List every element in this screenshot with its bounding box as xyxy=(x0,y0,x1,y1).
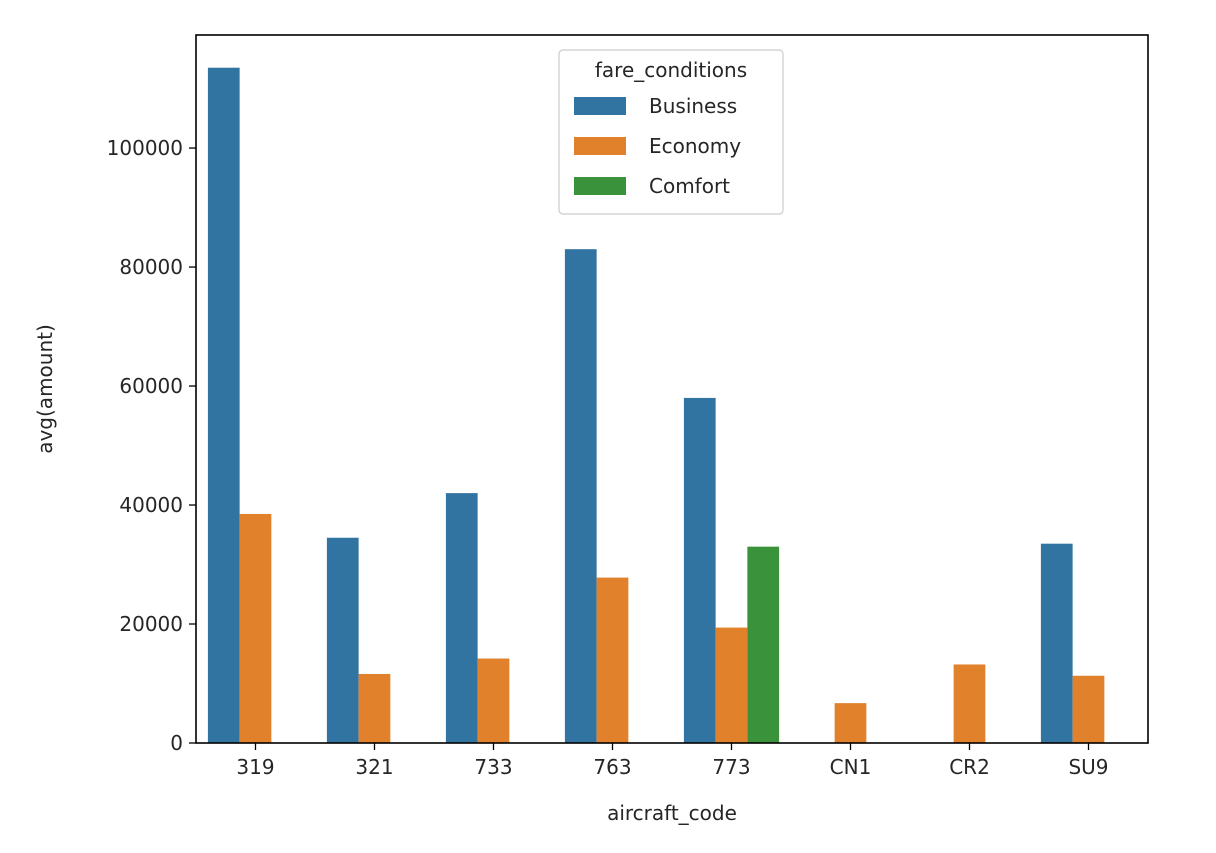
legend: fare_conditions Business Economy Comfort xyxy=(558,49,784,215)
y-tick-label: 100000 xyxy=(107,136,183,160)
x-tick-label: SU9 xyxy=(1068,755,1108,779)
bar-economy-319 xyxy=(239,513,272,743)
bar-economy-cn1 xyxy=(834,703,867,743)
legend-swatch-business xyxy=(574,97,626,115)
bar-economy-cr2 xyxy=(953,664,986,743)
bar-business-733 xyxy=(445,493,478,743)
x-tick-label: 773 xyxy=(712,755,750,779)
y-tick-label: 0 xyxy=(170,731,183,755)
legend-label-economy: Economy xyxy=(649,134,741,158)
bar-economy-su9 xyxy=(1072,675,1105,743)
bar-economy-773 xyxy=(715,627,748,743)
y-tick-label: 60000 xyxy=(119,374,183,398)
legend-box xyxy=(558,49,784,215)
x-axis-label: aircraft_code xyxy=(607,801,737,825)
x-tick-label: CN1 xyxy=(830,755,872,779)
bar-business-su9 xyxy=(1040,543,1073,743)
x-tick-label: 319 xyxy=(236,755,274,779)
legend-swatch-comfort xyxy=(574,177,626,195)
bar-business-321 xyxy=(326,537,359,743)
bar-economy-733 xyxy=(477,658,510,743)
y-tick-label: 80000 xyxy=(119,255,183,279)
legend-swatch-economy xyxy=(574,137,626,155)
bar-business-763 xyxy=(564,249,597,743)
legend-title: fare_conditions xyxy=(595,58,747,82)
bar-business-319 xyxy=(207,67,240,744)
x-tick-label: 321 xyxy=(355,755,393,779)
ticks-layer: 319 321 733 763 773 CN1 CR2 SU9 0 20000 40000 60000… xyxy=(107,136,1109,779)
y-tick-label: 20000 xyxy=(119,612,183,636)
bar-economy-763 xyxy=(596,577,629,743)
bar-business-773 xyxy=(683,397,716,743)
x-tick-label: CR2 xyxy=(949,755,990,779)
bars-layer xyxy=(207,67,1105,744)
bar-comfort-773 xyxy=(747,546,780,743)
y-axis-label: avg(amount) xyxy=(33,324,57,454)
legend-label-business: Business xyxy=(649,94,737,118)
bar-economy-321 xyxy=(358,673,391,743)
x-tick-label: 763 xyxy=(593,755,631,779)
y-tick-label: 40000 xyxy=(119,493,183,517)
legend-label-comfort: Comfort xyxy=(649,174,730,198)
axes-frame xyxy=(195,34,1149,744)
x-tick-label: 733 xyxy=(474,755,512,779)
